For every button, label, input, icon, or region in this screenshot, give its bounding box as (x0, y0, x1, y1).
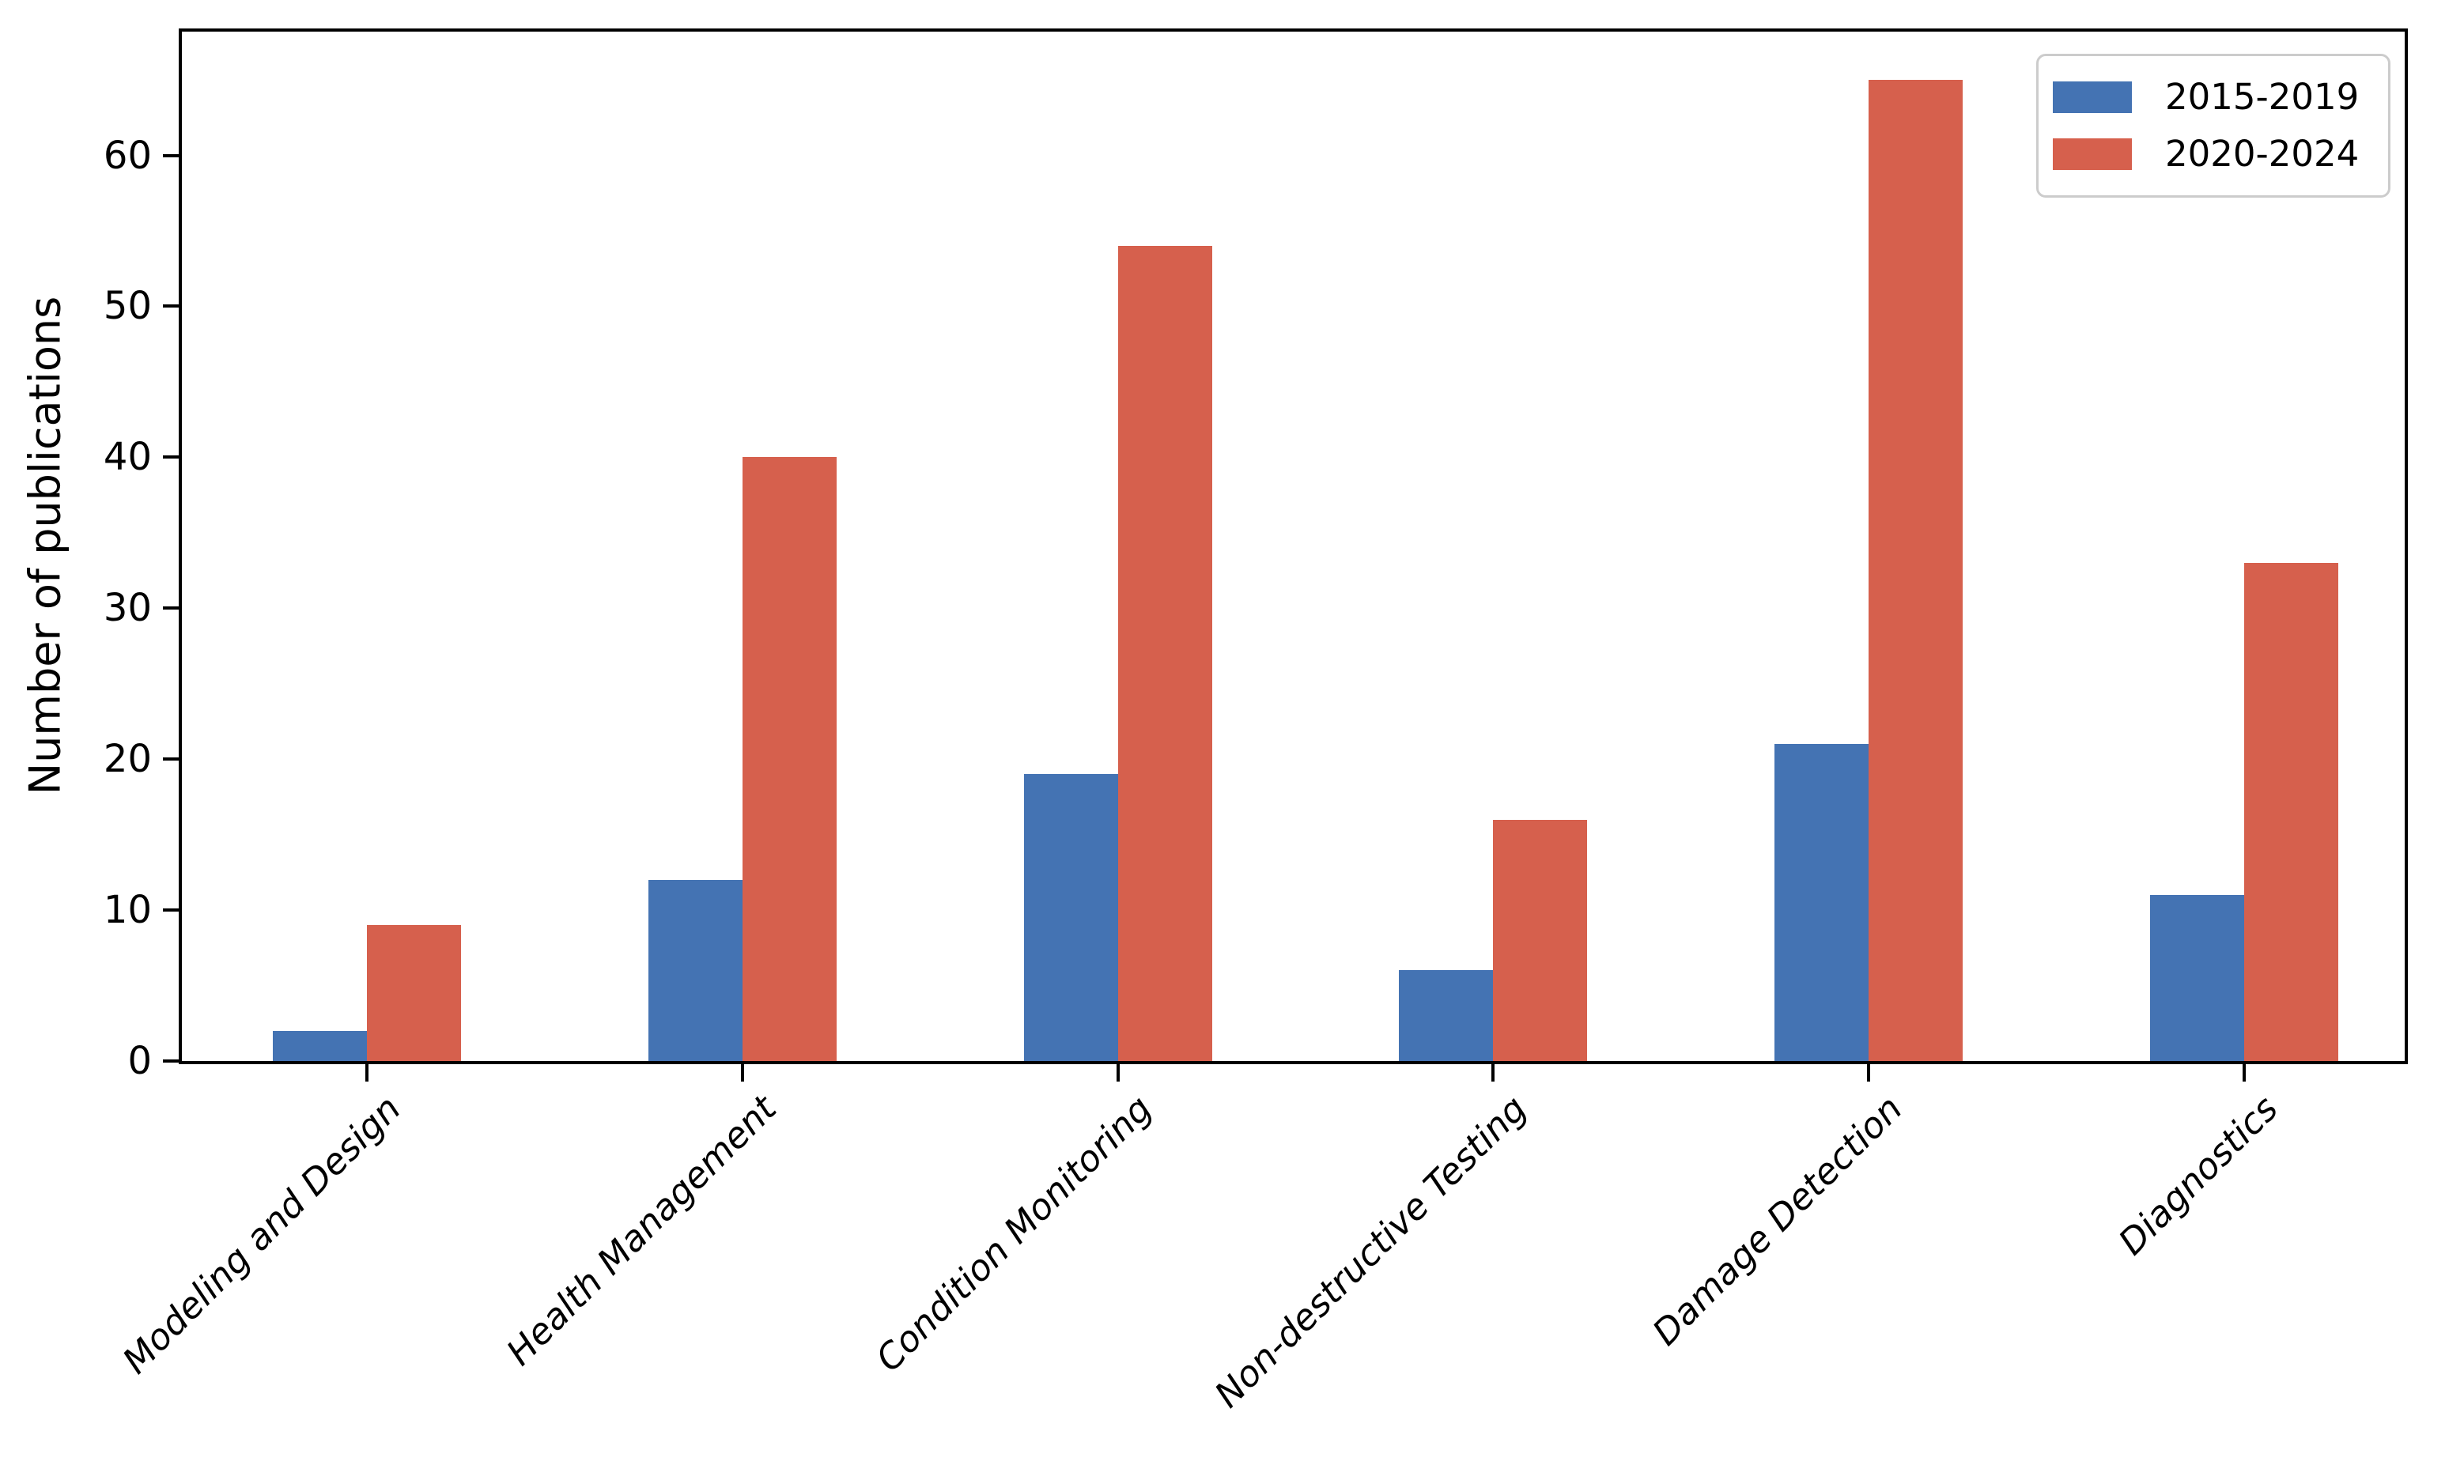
bar-2020-2024-3 (1493, 820, 1587, 1061)
legend: 2015-2019 2020-2024 (2036, 54, 2390, 198)
y-tick-label: 60 (103, 134, 152, 178)
legend-label: 2020-2024 (2165, 133, 2360, 175)
y-tick-mark (163, 1059, 180, 1063)
legend-label: 2015-2019 (2165, 76, 2360, 118)
bar-2015-2019-2 (1024, 774, 1118, 1061)
plot-frame (179, 28, 2408, 1064)
y-tick-mark (163, 455, 180, 459)
x-tick-label: Modeling and Design (114, 1087, 409, 1382)
bar-2020-2024-1 (743, 457, 837, 1061)
y-tick-mark (163, 154, 180, 157)
bar-2015-2019-3 (1399, 970, 1493, 1061)
bar-2020-2024-2 (1118, 246, 1212, 1061)
y-tick-label: 20 (103, 737, 152, 781)
y-tick-label: 10 (103, 888, 152, 932)
legend-item: 2015-2019 (2053, 77, 2388, 117)
y-axis-label: Number of publications (20, 296, 70, 795)
bar-2020-2024-5 (2244, 563, 2338, 1061)
legend-swatch-icon (2053, 138, 2132, 170)
bar-2020-2024-0 (367, 925, 461, 1061)
bar-2015-2019-1 (648, 880, 743, 1061)
x-tick-mark (1867, 1064, 1870, 1082)
x-tick-mark (741, 1064, 744, 1082)
y-tick-mark (163, 304, 180, 308)
bar-2020-2024-4 (1869, 80, 1963, 1061)
x-tick-mark (2243, 1064, 2246, 1082)
y-tick-label: 30 (103, 586, 152, 630)
y-tick-label: 50 (103, 284, 152, 328)
x-tick-mark (365, 1064, 368, 1082)
bar-2015-2019-0 (273, 1031, 367, 1061)
y-tick-mark (163, 908, 180, 912)
x-tick-mark (1491, 1064, 1495, 1082)
legend-swatch-icon (2053, 81, 2132, 113)
y-tick-mark (163, 757, 180, 761)
y-tick-mark (163, 606, 180, 610)
legend-items: 2015-2019 2020-2024 (2053, 77, 2388, 174)
legend-item: 2020-2024 (2053, 134, 2388, 174)
x-tick-mark (1117, 1064, 1120, 1082)
bar-2015-2019-5 (2150, 895, 2244, 1061)
y-tick-label: 40 (103, 435, 152, 479)
y-tick-label: 0 (127, 1039, 152, 1083)
bar-2015-2019-4 (1774, 744, 1869, 1061)
